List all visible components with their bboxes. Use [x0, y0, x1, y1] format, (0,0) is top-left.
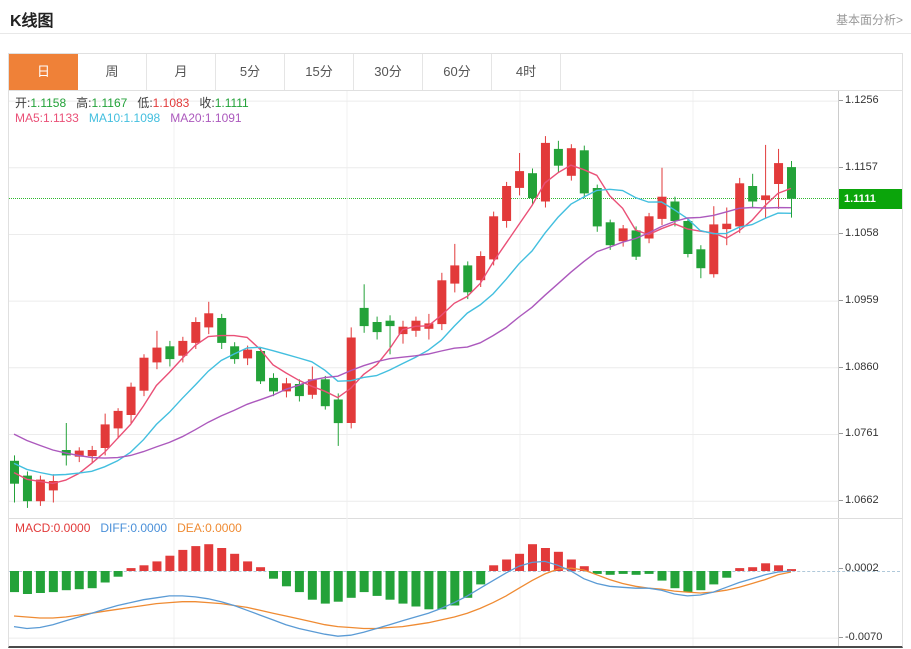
tab-week[interactable]: 周 [78, 54, 147, 90]
legend-item: MACD:0.0000 [15, 521, 91, 535]
price-axis-tick-label: 1.1256 [839, 94, 901, 108]
legend-item: 收:1.1111 [199, 96, 249, 110]
tab-15min[interactable]: 15分 [285, 54, 354, 90]
ohlc-legend: 开:1.1158 高:1.1167 低:1.1083 收:1.1111 [15, 94, 259, 111]
tab-day[interactable]: 日 [9, 54, 78, 90]
legend-item: DIFF:0.0000 [100, 521, 168, 535]
ma-legend: MA5:1.1133 MA10:1.1098 MA20:1.1091 [15, 111, 252, 125]
legend-item: MA5:1.1133 [15, 111, 79, 125]
legend-item: MA10:1.1098 [88, 111, 161, 125]
current-price-dotted-line [9, 198, 838, 199]
price-axis-tick-label: 1.0662 [839, 494, 901, 508]
legend-item: 高:1.1167 [76, 96, 128, 110]
page-title: K线图 [10, 13, 54, 30]
price-axis-tick-label: 1.1058 [839, 227, 901, 241]
macd-legend: MACD:0.0000 DIFF:0.0000 DEA:0.0000 [15, 521, 252, 535]
tab-30min[interactable]: 30分 [354, 54, 423, 90]
macd-chart[interactable] [9, 518, 838, 646]
legend-item: 开:1.1158 [15, 96, 67, 110]
macd-axis-tick-label: 0.0002 [839, 562, 901, 576]
macd-axis-tick-label: -0.0070 [839, 631, 901, 645]
current-price-badge: 1.1111 [839, 189, 902, 209]
tab-5min[interactable]: 5分 [216, 54, 285, 90]
candlestick-chart[interactable] [9, 91, 838, 518]
panel-separator [9, 518, 902, 519]
price-axis-tick-label: 1.0761 [839, 427, 901, 441]
legend-item: DEA:0.0000 [177, 521, 242, 535]
chart-widget: 日周月 5分 15分 30分 60分 4时 开:1.1158 高:1.1167 低:1.108… [8, 53, 903, 648]
header-divider [0, 33, 911, 34]
tab-60min[interactable]: 60分 [423, 54, 492, 90]
timeframe-tabs: 日周月 5分 15分 30分 60分 4时 [9, 54, 902, 91]
legend-item: MA20:1.1091 [170, 111, 242, 125]
price-axis-tick-label: 1.0860 [839, 361, 901, 375]
price-axis-tick-label: 1.0959 [839, 294, 901, 308]
legend-item: 低:1.1083 [137, 96, 190, 110]
tab-month[interactable]: 月 [147, 54, 216, 90]
fundamental-analysis-link[interactable]: 基本面分析> [835, 13, 903, 27]
tab-4hour[interactable]: 4时 [492, 54, 561, 90]
price-axis-line [838, 91, 839, 646]
price-axis-tick-label: 1.1157 [839, 161, 901, 175]
